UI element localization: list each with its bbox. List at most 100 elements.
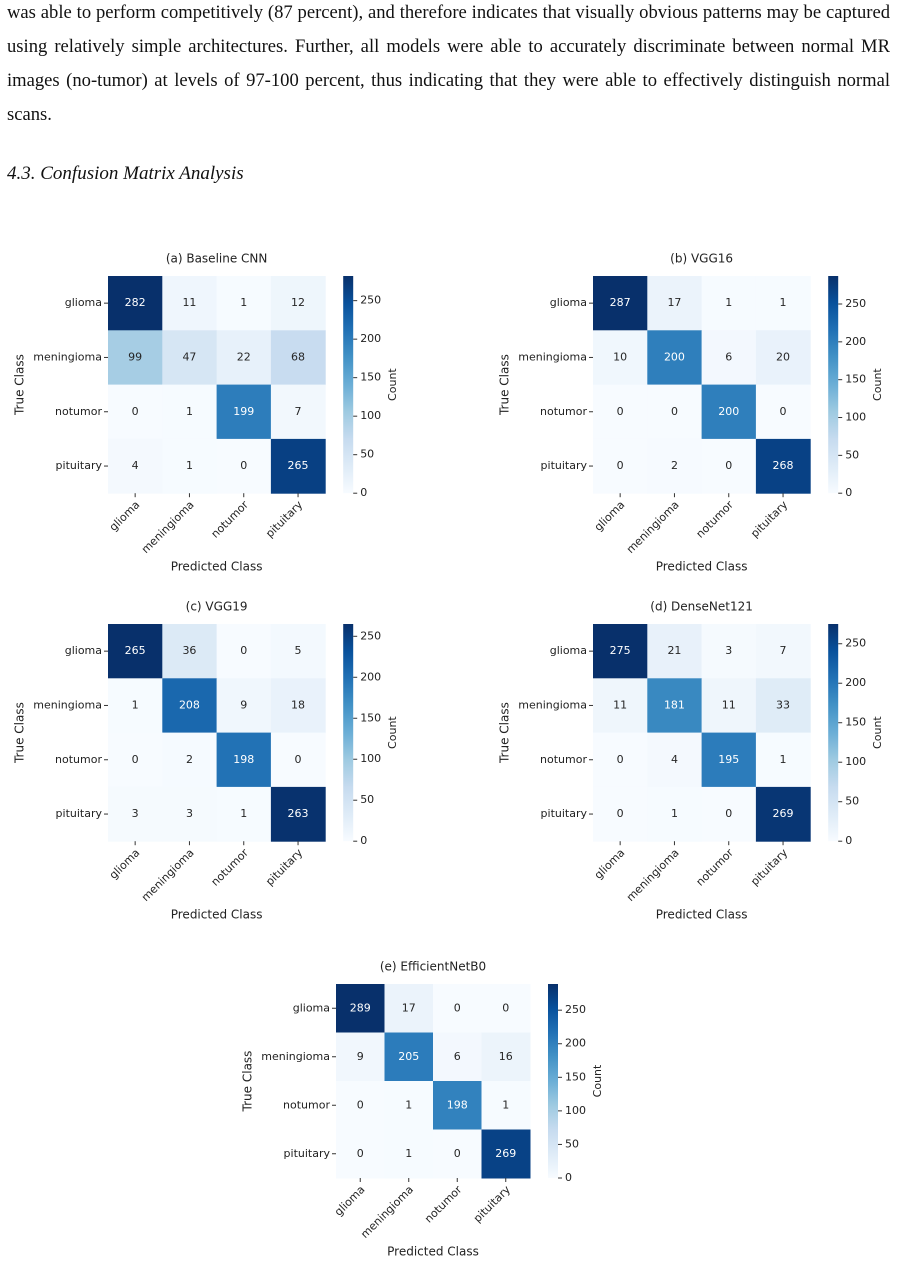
heatmap-cell [162,732,218,788]
x-tick-label: notumor [209,498,252,541]
colorbar [343,624,354,842]
cell-label: 198 [233,753,254,766]
colorbar-tick-label: 50 [360,793,374,806]
x-tick-label: glioma [592,846,628,882]
colorbar-tick-label: 100 [360,752,381,765]
heatmap-cell [162,678,218,734]
cell-label: 20 [776,350,790,363]
heatmap-cell [647,624,703,679]
cell-label: 0 [454,1147,461,1160]
cell-label: 0 [502,1001,509,1014]
cell-label: 18 [291,698,305,711]
heatmap-cell [336,1032,385,1082]
y-tick-label: meningioma [33,698,102,711]
heatmap-cell [162,330,218,386]
heatmap-cell [433,1081,482,1130]
heatmap-cell [162,276,218,331]
cell-label: 6 [454,1050,461,1063]
heatmap-cell [216,786,272,842]
heatmap-cell [270,786,326,842]
y-tick-label: notumor [55,753,102,766]
heatmap-cell [270,678,326,734]
cell-label: 11 [182,296,196,309]
colorbar-tick-label: 50 [360,448,374,461]
heatmap-cell [384,1081,434,1130]
colorbar [828,624,839,842]
cell-label: 10 [613,350,627,363]
cell-label: 33 [776,698,790,711]
cell-label: 11 [613,698,627,711]
colorbar-tick-label: 250 [845,297,866,310]
cell-label: 3 [725,644,732,657]
x-tick-label: meningioma [624,498,682,556]
cell-label: 0 [780,405,787,418]
cell-label: 0 [295,753,302,766]
y-tick-label: glioma [65,644,102,657]
y-tick-label: notumor [540,405,587,418]
y-tick-label: pituitary [541,807,588,820]
y-tick-label: meningioma [261,1050,330,1063]
cell-label: 181 [664,698,685,711]
chart-title: (b) VGG16 [670,252,733,266]
cell-label: 99 [128,350,142,363]
x-tick-label: pituitary [471,1183,513,1225]
heatmap-cell [701,732,757,788]
heatmap-cell [755,384,811,440]
x-axis-label: Predicted Class [171,560,263,574]
x-tick-label: pituitary [263,498,305,540]
heatmap-cell [336,984,385,1033]
heatmap-cell [216,276,272,331]
colorbar-tick-label: 250 [360,629,381,642]
cell-label: 4 [132,459,139,472]
cell-label: 200 [718,405,739,418]
y-tick-label: pituitary [56,459,103,472]
heatmap-cell [593,786,648,842]
heatmap-cell [108,678,163,734]
x-tick-label: glioma [332,1183,368,1219]
heatmap-cell [701,330,757,386]
cell-label: 68 [291,350,305,363]
y-axis-label: True Class [13,702,27,764]
heatmap-cell [108,624,163,679]
heatmap-cell [701,678,757,734]
colorbar [343,276,354,494]
x-tick-label: meningioma [139,498,197,556]
heatmap-cell [755,624,811,679]
x-axis-label: Predicted Class [656,560,748,574]
cell-label: 16 [499,1050,513,1063]
cell-label: 0 [617,753,624,766]
heatmap-cell [755,330,811,386]
cell-label: 208 [179,698,200,711]
cell-label: 200 [664,350,685,363]
colorbar-label: Count [871,716,884,749]
cell-label: 2 [671,459,678,472]
cell-label: 17 [402,1001,416,1014]
heatmap-cell [270,624,326,679]
cell-label: 0 [617,459,624,472]
cell-label: 3 [186,807,193,820]
colorbar-tick-label: 0 [360,486,367,499]
heatmap-cell [755,732,811,788]
heatmap-cell [216,438,272,494]
colorbar-tick-label: 200 [845,676,866,689]
cell-label: 12 [291,296,305,309]
cell-label: 0 [725,459,732,472]
chart-title: (e) EfficientNetB0 [380,960,486,974]
y-tick-label: pituitary [284,1147,331,1160]
y-axis-label: True Class [498,702,512,764]
heatmap-cell [593,624,648,679]
heatmap-cell [162,438,218,494]
cell-label: 0 [454,1001,461,1014]
cell-label: 7 [295,405,302,418]
heatmap-cell [647,786,703,842]
heatmap-cell [336,1081,385,1130]
cell-label: 205 [398,1050,419,1063]
x-tick-label: meningioma [139,846,197,904]
x-tick-label: pituitary [748,498,790,540]
x-tick-label: notumor [694,846,737,889]
heatmap-cell [162,624,218,679]
y-tick-label: meningioma [518,350,587,363]
heatmap-cell [647,384,703,440]
heatmap-cell [701,624,757,679]
cell-label: 1 [240,296,247,309]
